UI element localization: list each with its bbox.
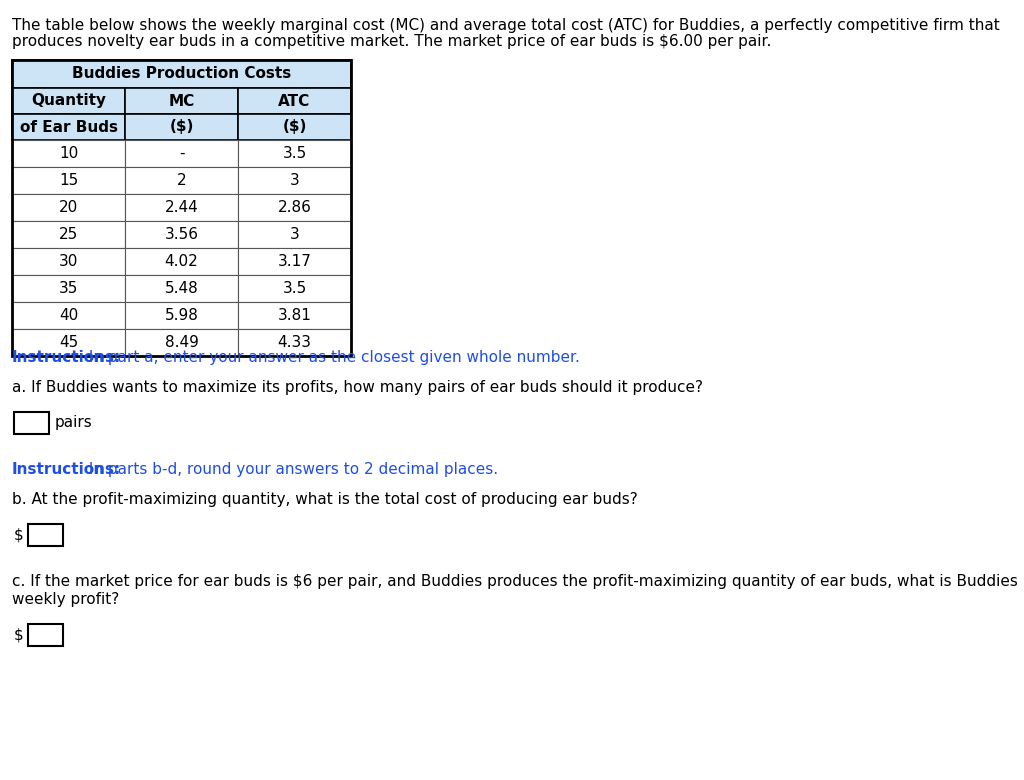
Bar [12, 329, 125, 356]
Bar [125, 167, 238, 194]
Text: a. If Buddies wants to maximize its profits, how many pairs of ear buds should i: a. If Buddies wants to maximize its prof… [12, 380, 703, 395]
Bar [238, 329, 351, 356]
Bar [12, 221, 125, 248]
Bar [238, 194, 351, 221]
Bar [238, 114, 351, 140]
Text: MC: MC [168, 94, 195, 108]
Bar [238, 275, 351, 302]
Text: 3.81: 3.81 [278, 308, 311, 323]
Bar [28, 524, 63, 546]
Bar [12, 248, 125, 275]
Text: Buddies Production Costs: Buddies Production Costs [72, 66, 291, 81]
Bar [12, 275, 125, 302]
Bar [12, 114, 125, 140]
Text: -: - [179, 146, 184, 161]
Text: 4.02: 4.02 [165, 254, 199, 269]
Text: 20: 20 [58, 200, 78, 215]
Text: 4.33: 4.33 [278, 335, 311, 350]
Bar [125, 88, 238, 114]
Bar [125, 114, 238, 140]
Bar [125, 194, 238, 221]
Text: ($): ($) [283, 119, 306, 134]
Bar [12, 140, 125, 167]
Text: weekly profit?: weekly profit? [12, 592, 119, 607]
Bar [238, 248, 351, 275]
Bar [238, 221, 351, 248]
Text: 3.5: 3.5 [283, 146, 306, 161]
Text: ($): ($) [169, 119, 194, 134]
Text: 3: 3 [290, 173, 299, 188]
Text: 5.48: 5.48 [165, 281, 199, 296]
Text: b. At the profit-maximizing quantity, what is the total cost of producing ear bu: b. At the profit-maximizing quantity, wh… [12, 492, 638, 507]
Text: 10: 10 [58, 146, 78, 161]
Text: In parts b-d, round your answers to 2 decimal places.: In parts b-d, round your answers to 2 de… [84, 462, 498, 477]
Text: Instructions:: Instructions: [12, 462, 121, 477]
Text: of Ear Buds: of Ear Buds [19, 119, 118, 134]
Text: produces novelty ear buds in a competitive market. The market price of ear buds : produces novelty ear buds in a competiti… [12, 34, 771, 49]
Text: Quantity: Quantity [31, 94, 106, 108]
Text: In part a, enter your answer as the closest given whole number.: In part a, enter your answer as the clos… [84, 350, 580, 365]
Bar [238, 302, 351, 329]
Text: 8.49: 8.49 [165, 335, 199, 350]
Text: 15: 15 [58, 173, 78, 188]
Bar [238, 140, 351, 167]
Bar [125, 329, 238, 356]
Text: 35: 35 [58, 281, 78, 296]
Bar [125, 248, 238, 275]
Text: 3.56: 3.56 [165, 227, 199, 242]
Bar [238, 88, 351, 114]
Text: 25: 25 [58, 227, 78, 242]
Text: 30: 30 [58, 254, 78, 269]
Bar [14, 412, 49, 434]
Bar [238, 167, 351, 194]
Text: 2.86: 2.86 [278, 200, 311, 215]
Text: c. If the market price for ear buds is $6 per pair, and Buddies produces the pro: c. If the market price for ear buds is $… [12, 574, 1018, 589]
Text: 3: 3 [290, 227, 299, 242]
Bar [12, 60, 351, 88]
Bar [12, 60, 351, 356]
Bar [125, 140, 238, 167]
Text: The table below shows the weekly marginal cost (MC) and average total cost (ATC): The table below shows the weekly margina… [12, 18, 999, 33]
Text: pairs: pairs [55, 416, 93, 431]
Text: $: $ [14, 627, 24, 643]
Bar [12, 167, 125, 194]
Bar [12, 88, 125, 114]
Text: Instructions:: Instructions: [12, 350, 121, 365]
Bar [125, 275, 238, 302]
Text: 40: 40 [58, 308, 78, 323]
Bar [28, 624, 63, 646]
Text: $: $ [14, 527, 24, 543]
Bar [125, 302, 238, 329]
Text: 45: 45 [58, 335, 78, 350]
Text: ATC: ATC [279, 94, 310, 108]
Bar [12, 302, 125, 329]
Text: 3.17: 3.17 [278, 254, 311, 269]
Text: 3.5: 3.5 [283, 281, 306, 296]
Text: 2.44: 2.44 [165, 200, 199, 215]
Bar [12, 194, 125, 221]
Text: 5.98: 5.98 [165, 308, 199, 323]
Bar [125, 221, 238, 248]
Text: 2: 2 [177, 173, 186, 188]
